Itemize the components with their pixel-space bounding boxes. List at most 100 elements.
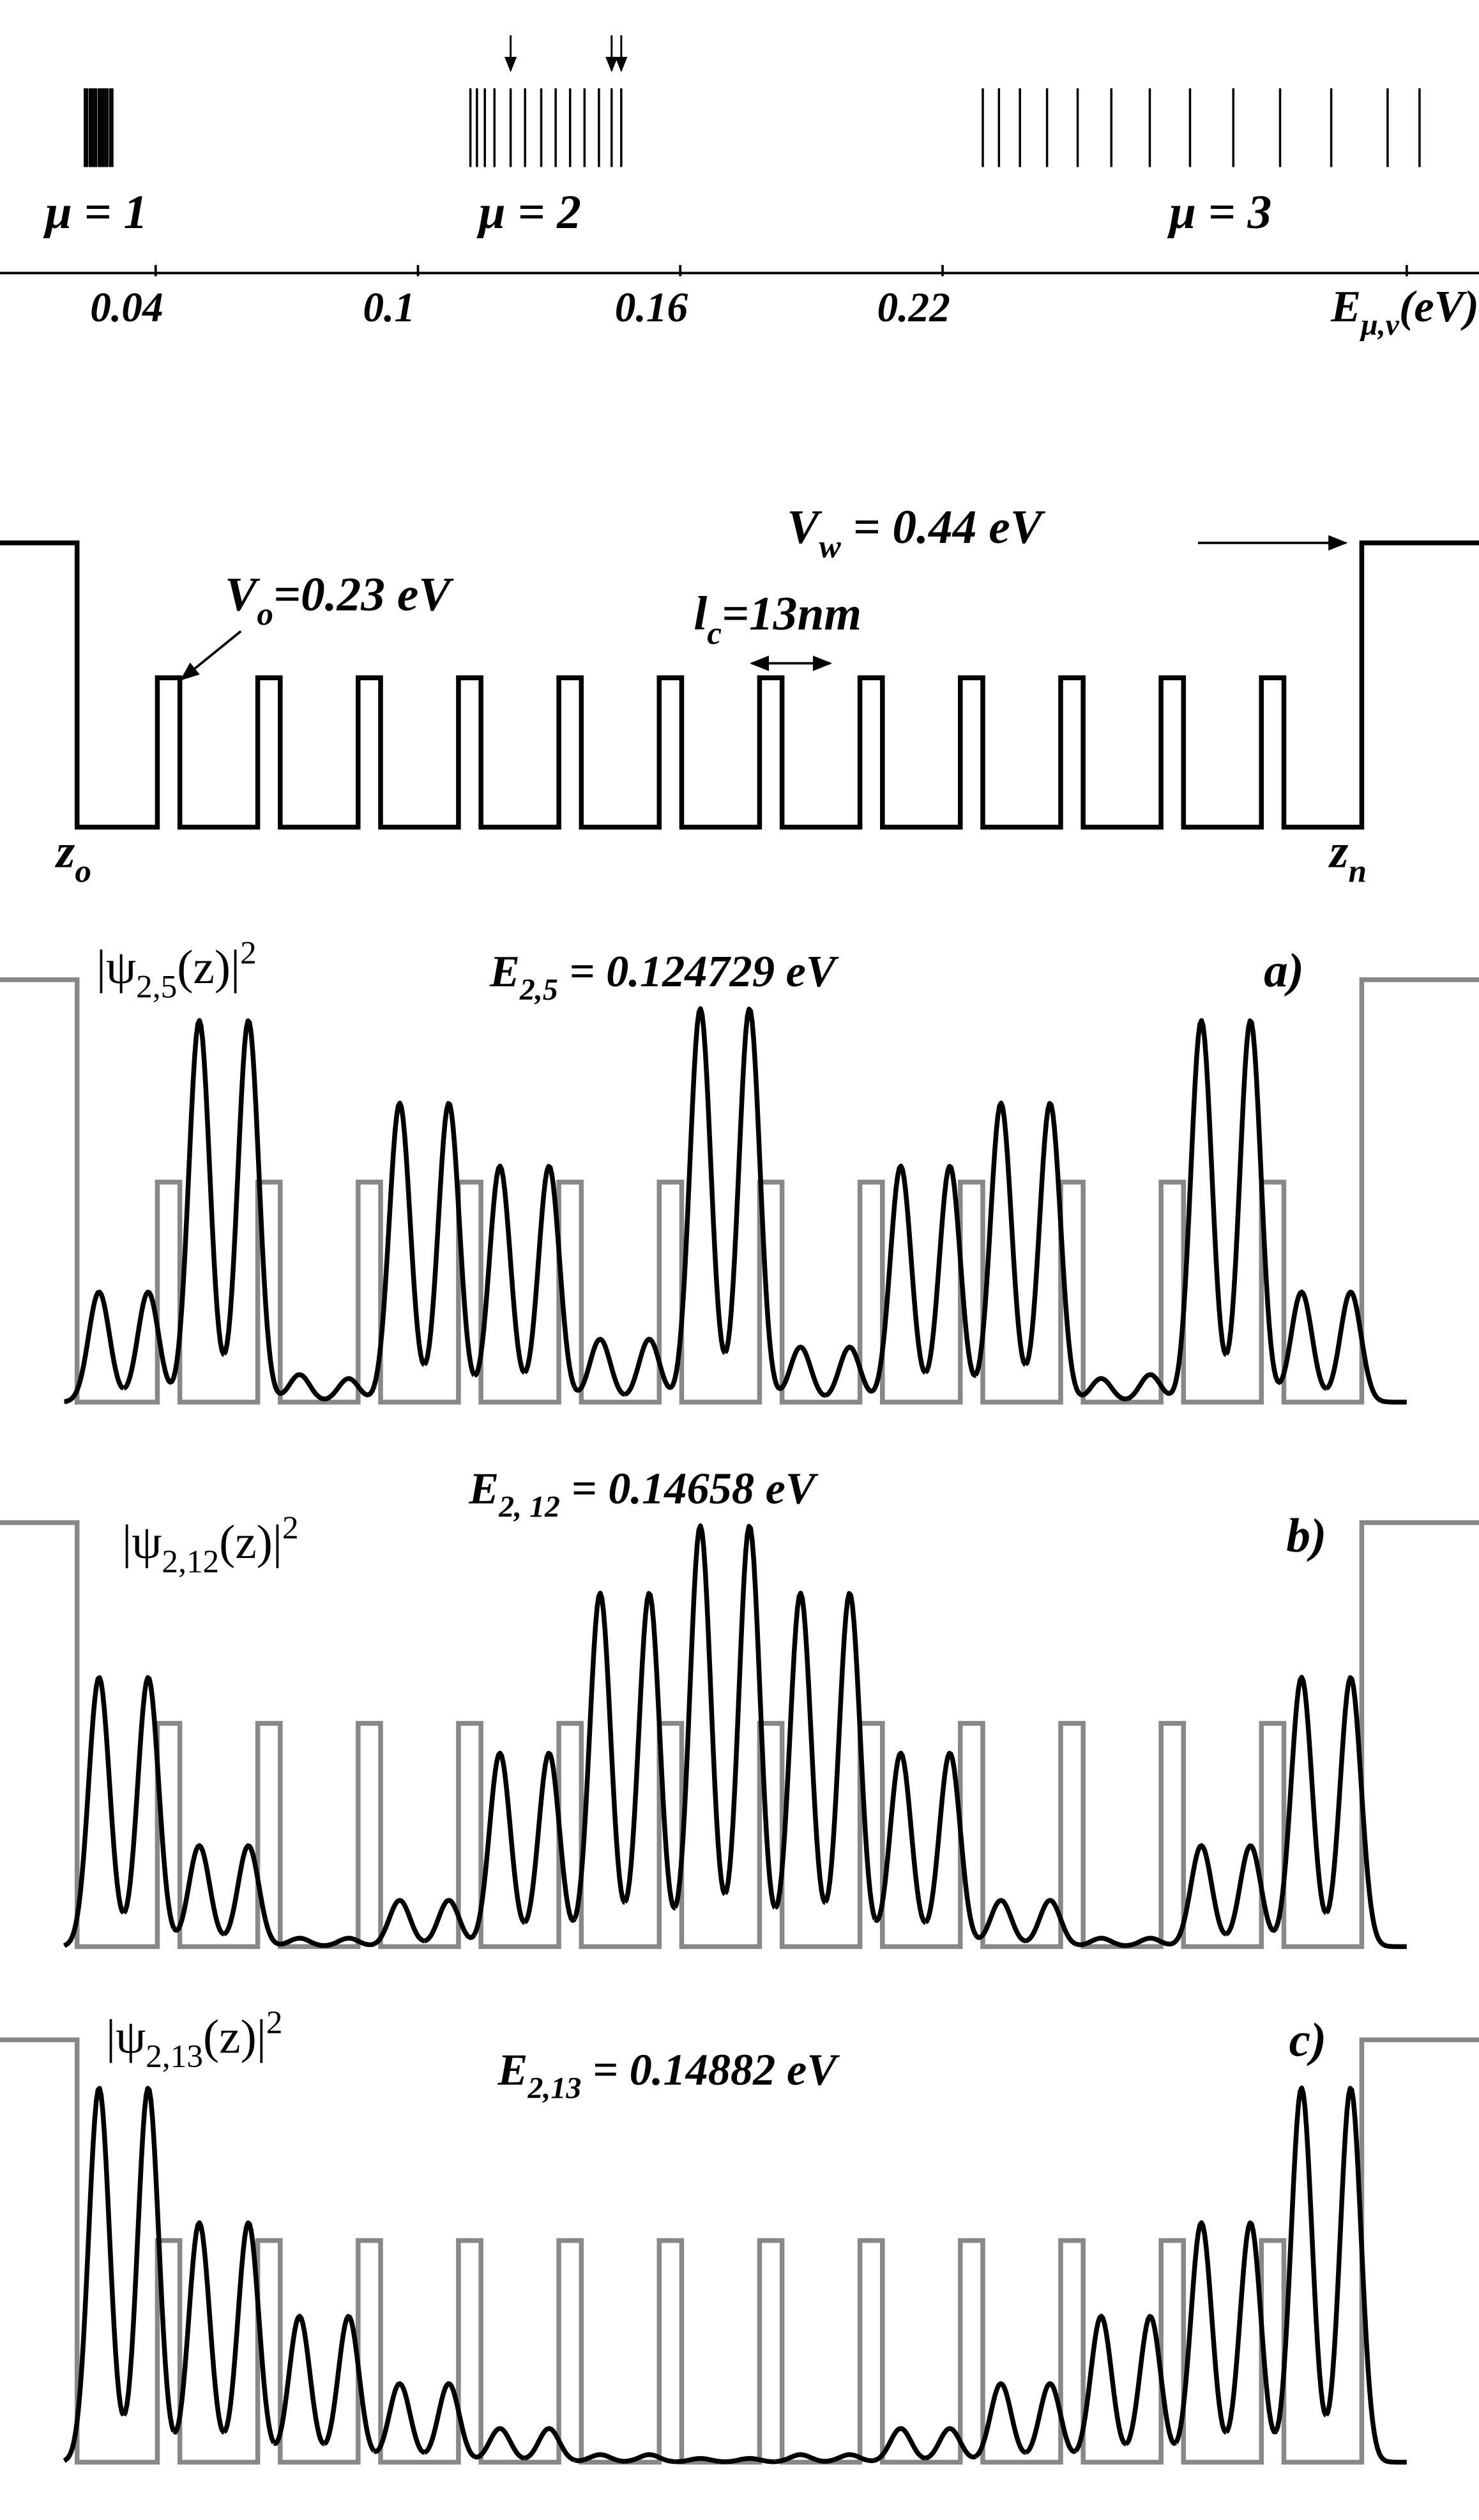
probability-lobe xyxy=(572,1591,627,1920)
psi-label-sub: 2,12 xyxy=(162,1544,219,1580)
psi-label-base: |ψ xyxy=(96,941,136,994)
energy-label-sub: 2,13 xyxy=(527,2072,582,2105)
probability-lobe xyxy=(63,1675,126,1948)
x-tick-label: 0.1 xyxy=(363,285,415,331)
probability-lobe xyxy=(924,2426,978,2461)
right-edge-label-base: z xyxy=(1328,825,1349,878)
band-label-base: μ = 1 xyxy=(43,186,148,239)
psi-label: |ψ2,12(z)|2 xyxy=(122,1510,299,1580)
probability-lobe xyxy=(1173,1018,1228,1382)
probability-lobe xyxy=(273,2314,326,2447)
probability-lobe xyxy=(824,1345,877,1398)
psi-label-sub: 2,13 xyxy=(146,2038,203,2075)
probability-lobe xyxy=(1324,1290,1409,1405)
energy-label: E2, 12 = 0.14658 eV xyxy=(468,1463,819,1523)
probability-lobe xyxy=(672,1523,727,1909)
probability-lobe xyxy=(223,1843,277,1944)
x-axis-label-rest: (eV) xyxy=(1399,282,1479,332)
probability-lobe xyxy=(222,1018,277,1383)
period-label-rest: =13nm xyxy=(722,588,861,641)
energy-label-base: E xyxy=(489,947,520,997)
band-label: μ = 1 xyxy=(43,186,148,239)
probability-lobe xyxy=(1125,1372,1178,1401)
probability-lobe xyxy=(524,2426,577,2463)
wall-label-sub: w xyxy=(819,528,841,565)
probability-lobe xyxy=(1073,1376,1128,1401)
energy-label-sub: 2,5 xyxy=(519,973,558,1007)
probability-lobe xyxy=(63,1290,125,1405)
right-edge-label: zn xyxy=(1328,825,1367,890)
probability-lobe xyxy=(473,1163,527,1378)
probability-lobe xyxy=(1225,1843,1278,1937)
probability-lobe xyxy=(674,2455,727,2464)
probability-lobe xyxy=(1324,2086,1409,2465)
probability-lobe xyxy=(423,1898,477,1944)
probability-lobe xyxy=(1324,1675,1409,1950)
psi-label-sup: 2 xyxy=(282,1510,299,1546)
panel-tag: c) xyxy=(1289,2013,1327,2066)
barrier-label-base: V xyxy=(225,568,261,621)
band-label: μ = 3 xyxy=(1167,186,1271,239)
x-axis-label-sub: μ,ν xyxy=(1359,308,1400,342)
probability-lobe xyxy=(422,1101,477,1378)
probability-lobe xyxy=(372,1101,427,1387)
panel-tag: a) xyxy=(1264,944,1304,997)
psi-label: |ψ2,5(z)|2 xyxy=(96,935,257,1005)
psi-label-sup: 2 xyxy=(266,2005,283,2041)
left-edge-label: zo xyxy=(54,825,91,890)
probability-lobe xyxy=(873,1750,928,1925)
right-edge-label-sub: n xyxy=(1348,853,1367,889)
probability-lobe xyxy=(722,1006,778,1381)
probability-lobe xyxy=(472,1750,527,1936)
probability-lobe xyxy=(923,1164,978,1378)
psi-label: |ψ2,13(z)|2 xyxy=(106,2005,283,2075)
panel-tag: b) xyxy=(1286,1509,1326,1562)
psi-label-rest: (z)| xyxy=(177,941,240,994)
probability-lobe xyxy=(1273,1289,1328,1391)
potential-profile xyxy=(0,540,1479,830)
probability-lobe xyxy=(973,1101,1028,1377)
probability-lobe xyxy=(623,1591,677,1911)
probability-lobe xyxy=(824,2452,877,2464)
period-label-base: l xyxy=(694,588,707,641)
probability-lobe xyxy=(722,1523,777,1910)
left-edge-label-base: z xyxy=(54,825,75,878)
probability-lobe xyxy=(423,2381,477,2459)
energy-label-sub: 2, 12 xyxy=(498,1490,560,1524)
psi-label-rest: (z)| xyxy=(203,2010,266,2063)
band-label-base: μ = 2 xyxy=(476,186,581,239)
probability-lobe xyxy=(323,1936,377,1948)
barrier-label: Vo=0.23 eV xyxy=(225,568,454,632)
probability-lobe xyxy=(774,2452,828,2464)
probability-lobe xyxy=(1224,2220,1278,2434)
probability-lobe xyxy=(724,2455,777,2464)
probability-lobe xyxy=(1024,2381,1078,2455)
barrier-label-rest: =0.23 eV xyxy=(273,568,454,621)
probability-lobe xyxy=(973,1898,1028,1944)
probability-lobe xyxy=(1075,1936,1128,1948)
probability-lobe xyxy=(121,1675,176,1930)
probability-lobe xyxy=(923,1750,978,1937)
psi-label-rest: (z)| xyxy=(219,1516,282,1569)
probability-lobe xyxy=(1224,1018,1278,1379)
probability-lobe xyxy=(623,1336,678,1397)
probability-lobe xyxy=(1024,1898,1078,1946)
period-label: lc=13nm xyxy=(694,588,861,652)
band-label: μ = 2 xyxy=(476,186,581,239)
energy-label-rest: = 0.124729 eV xyxy=(558,947,839,997)
probability-lobe xyxy=(63,2086,126,2463)
probability-lobe xyxy=(272,1936,326,1948)
probability-lobe xyxy=(572,1336,627,1397)
energy-label: E2,5 = 0.124729 eV xyxy=(489,947,839,1007)
barrier-profile xyxy=(0,977,1479,1405)
x-axis-label-base: E xyxy=(1330,282,1361,332)
probability-lobe xyxy=(874,2425,928,2463)
wall-label-rest: = 0.44 eV xyxy=(841,501,1046,554)
barrier-profile xyxy=(0,1520,1479,1950)
probability-lobe xyxy=(773,1591,828,1910)
probability-lobe xyxy=(1273,2085,1328,2432)
probability-lobe xyxy=(121,2086,176,2434)
x-axis-label: Eμ,ν(eV) xyxy=(1330,282,1479,342)
probability-lobe xyxy=(222,2220,277,2445)
